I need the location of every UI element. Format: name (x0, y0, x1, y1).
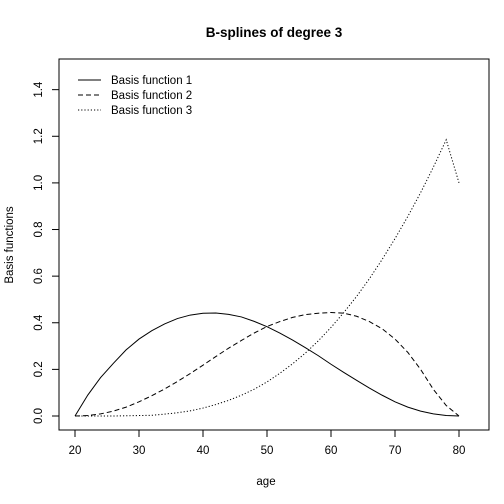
x-tick-label: 40 (197, 445, 210, 457)
legend-label: Basis function 3 (111, 105, 192, 117)
y-tick-label: 0.4 (33, 314, 45, 331)
x-tick-label: 50 (261, 445, 274, 457)
series-line-2 (74, 311, 460, 417)
x-tick-label: 70 (389, 445, 402, 457)
legend-label: Basis function 2 (111, 90, 192, 102)
legend: Basis function 1 Basis function 2 Basis fu… (78, 75, 192, 117)
series-layer (74, 138, 460, 417)
y-tick-label: 0.8 (33, 222, 45, 238)
y-axis: 0.0 0.2 0.4 0.6 0.8 1.0 1.2 1.4 (33, 81, 60, 424)
chart-title: B-splines of degree 3 (206, 25, 343, 40)
x-tick-label: 20 (69, 445, 82, 457)
x-axis-label: age (256, 476, 275, 488)
y-tick-label: 1.2 (33, 128, 45, 144)
y-tick-label: 1.0 (33, 175, 45, 191)
series-line-3 (75, 138, 460, 417)
legend-label: Basis function 1 (111, 75, 192, 87)
x-tick-label: 60 (325, 445, 338, 457)
series-line-1 (74, 312, 460, 417)
y-tick-label: 0.6 (33, 268, 45, 284)
x-tick-label: 80 (453, 445, 466, 457)
x-tick-label: 30 (133, 445, 146, 457)
y-tick-label: 1.4 (33, 81, 45, 98)
y-tick-label: 0.2 (33, 361, 45, 377)
x-axis: 20 30 40 50 60 70 80 (69, 429, 466, 457)
y-tick-label: 0.0 (33, 408, 45, 424)
y-axis-label: Basis functions (4, 206, 16, 284)
